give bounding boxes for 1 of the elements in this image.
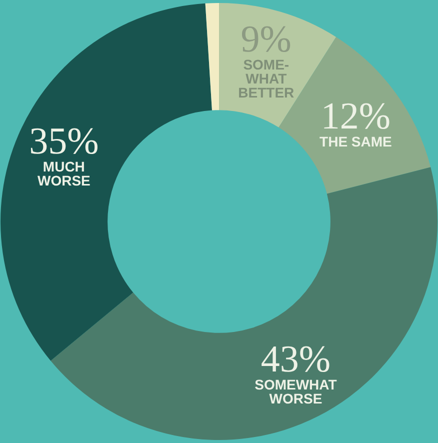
slice-label: SOME- WHAT BETTER xyxy=(238,56,294,101)
